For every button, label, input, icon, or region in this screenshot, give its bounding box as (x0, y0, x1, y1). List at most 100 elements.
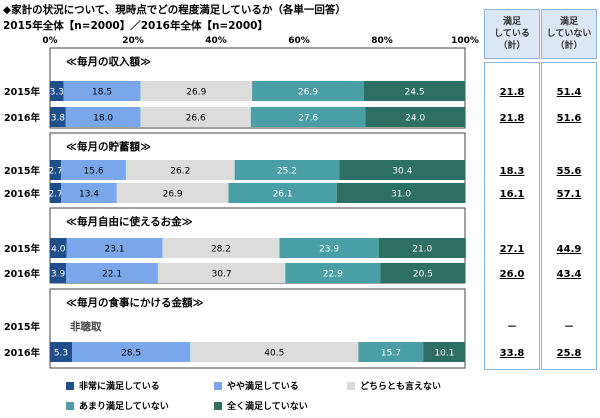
bar-value-label: 22.9 (323, 270, 343, 280)
legend-label-2: やや満足している (227, 382, 299, 392)
bar-value-label: 26.9 (163, 190, 183, 200)
unsatisfied-total-value: － (564, 322, 574, 333)
satisfied-total-value: 26.0 (500, 269, 525, 280)
group-title: ≪毎月自由に使えるお金≫ (66, 215, 193, 228)
legend-swatch-5 (214, 401, 222, 410)
bar-value-label: 20.5 (413, 270, 433, 280)
legend-item-1: 非常に満足している (66, 379, 160, 392)
satisfied-total-value: 21.8 (500, 113, 525, 124)
bar-value-label: 4.0 (51, 245, 66, 255)
year-label: 2015年 (4, 165, 40, 177)
group-title: ≪毎月の食事にかける金額≫ (66, 296, 203, 309)
bar-value-label: 21.0 (412, 245, 432, 255)
bar-segment (380, 263, 466, 283)
bar-value-label: 31.0 (391, 190, 411, 200)
bar-value-label: 27.6 (298, 114, 318, 124)
legend-item-2: やや満足している (214, 379, 299, 392)
x-tick-label: 80% (371, 36, 393, 46)
group-panel (49, 288, 466, 369)
bar-segment (358, 342, 424, 362)
bar-segment (378, 238, 466, 258)
unsatisfied-header-line3: （計） (555, 41, 583, 51)
bar-value-label: 25.2 (277, 167, 297, 177)
unsatisfied-header-line2: していない (546, 29, 592, 39)
satisfied-header-line1: 満足 (502, 17, 521, 27)
bar-segment (252, 81, 364, 101)
year-label: 2016年 (4, 112, 40, 124)
bar-value-label: 24.5 (405, 88, 425, 98)
x-tick-label: 60% (288, 36, 310, 46)
bar-segment (50, 263, 67, 283)
bar-segment (50, 107, 66, 127)
unsatisfied-total-column (541, 62, 597, 370)
bar-segment (63, 81, 141, 101)
bar-segment (71, 342, 191, 362)
satisfied-total-value: － (507, 322, 517, 333)
unsatisfied-total-value: 55.6 (557, 166, 582, 177)
bar-value-label: 26.9 (186, 88, 206, 98)
bar-value-label: 13.4 (79, 190, 99, 200)
year-label: 2016年 (4, 268, 40, 280)
bar-segment (65, 107, 141, 127)
unsatisfied-total-value: 51.4 (557, 87, 582, 98)
satisfied-total-value: 27.1 (500, 244, 525, 255)
bar-segment (61, 160, 126, 180)
unsatisfied-total-value: 57.1 (557, 189, 582, 200)
bar-value-label: 18.5 (92, 88, 112, 98)
satisfied-total-column (484, 62, 540, 370)
bar-segment (140, 81, 253, 101)
legend-swatch-4 (66, 401, 74, 410)
x-tick-label: 40% (205, 36, 227, 46)
bar-segment (365, 107, 465, 127)
bar-value-label: 28.5 (121, 349, 141, 359)
legend-label-3: どちらとも言えない (360, 382, 442, 392)
bar-value-label: 15.6 (84, 167, 104, 177)
bar-segment (125, 160, 235, 180)
bar-value-label: 30.7 (212, 270, 232, 280)
bar-segment (285, 263, 381, 283)
legend-item-4: あまり満足していない (66, 399, 169, 412)
year-label: 2015年 (4, 86, 40, 98)
bar-value-label: 22.1 (102, 270, 122, 280)
bar-value-label: 10.1 (434, 349, 454, 359)
bar-segment (190, 342, 359, 362)
bar-segment (66, 263, 158, 283)
bar-value-label: 3.9 (51, 270, 66, 280)
satisfied-total-value: 21.8 (500, 87, 525, 98)
group-title: ≪毎月の貯蓄額≫ (66, 140, 151, 153)
bar-segment (336, 183, 466, 203)
bar-value-label: 26.2 (170, 167, 190, 177)
bar-value-label: 26.1 (273, 190, 293, 200)
bar-segment (50, 342, 72, 362)
legend-swatch-2 (214, 381, 222, 390)
year-label: 2016年 (4, 188, 40, 200)
unsatisfied-header-line1: 満足 (559, 17, 578, 27)
unsatisfied-total-value: 25.8 (557, 348, 582, 359)
bar-segment (162, 238, 280, 258)
not-asked-note: 非聴取 (70, 320, 102, 333)
bar-segment (157, 263, 286, 283)
bar-segment (250, 107, 366, 127)
bar-segment (66, 238, 163, 258)
bar-value-label: 40.5 (264, 349, 284, 359)
unsatisfied-total-value: 44.9 (557, 244, 582, 255)
bar-value-label: 24.0 (405, 114, 425, 124)
bar-value-label: 2.7 (48, 190, 62, 200)
unsatisfied-total-header: 満足 していない （計） (541, 9, 597, 59)
bar-segment (50, 81, 64, 101)
legend-label-4: あまり満足していない (79, 402, 169, 412)
chart-subtitle: 2015年全体【n=2000】／2016年全体【n=2000】 (3, 20, 268, 32)
unsatisfied-total-value: 43.4 (557, 269, 582, 280)
bar-value-label: 23.9 (319, 245, 339, 255)
bar-segment (423, 342, 466, 362)
legend-label-5: 全く満足していない (227, 402, 308, 412)
legend-swatch-1 (66, 381, 74, 390)
bar-segment (116, 183, 229, 203)
bar-value-label: 28.2 (211, 245, 231, 255)
bar-value-label: 2.7 (48, 167, 62, 177)
x-tick-label: 20% (122, 36, 144, 46)
satisfied-header-line3: （計） (498, 41, 526, 51)
group-title: ≪毎月の収入額≫ (66, 55, 151, 68)
bar-value-label: 26.6 (186, 114, 206, 124)
chart-title: ◆家計の状況について、現時点でどの程度満足しているか（各単一回答） (3, 4, 346, 16)
